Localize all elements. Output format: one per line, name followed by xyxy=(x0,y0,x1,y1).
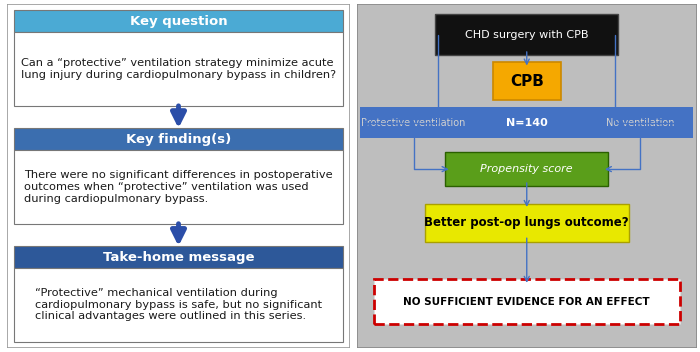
FancyBboxPatch shape xyxy=(14,246,343,268)
Text: NO SUFFICIENT EVIDENCE FOR AN EFFECT: NO SUFFICIENT EVIDENCE FOR AN EFFECT xyxy=(403,297,650,307)
Text: “Protective” mechanical ventilation during
cardiopulmonary bypass is safe, but n: “Protective” mechanical ventilation duri… xyxy=(35,288,322,321)
Text: Propensity score: Propensity score xyxy=(480,164,573,174)
FancyBboxPatch shape xyxy=(445,152,608,186)
Text: Take-home message: Take-home message xyxy=(103,251,254,264)
Text: Protective ventilation: Protective ventilation xyxy=(361,118,466,127)
FancyBboxPatch shape xyxy=(14,32,343,106)
Text: CPB: CPB xyxy=(510,74,544,89)
Text: N=140: N=140 xyxy=(506,118,547,127)
Text: Key finding(s): Key finding(s) xyxy=(126,133,231,146)
Text: There were no significant differences in postoperative
outcomes when “protective: There were no significant differences in… xyxy=(25,170,332,203)
FancyBboxPatch shape xyxy=(493,62,561,100)
FancyBboxPatch shape xyxy=(14,268,343,341)
FancyBboxPatch shape xyxy=(14,128,343,150)
FancyBboxPatch shape xyxy=(14,150,343,224)
FancyBboxPatch shape xyxy=(14,11,343,32)
Text: Can a “protective” ventilation strategy minimize acute
lung injury during cardio: Can a “protective” ventilation strategy … xyxy=(21,58,336,80)
FancyBboxPatch shape xyxy=(374,279,680,324)
Text: CHD surgery with CPB: CHD surgery with CPB xyxy=(465,30,589,39)
FancyBboxPatch shape xyxy=(425,203,629,241)
Text: Better post-op lungs outcome?: Better post-op lungs outcome? xyxy=(424,216,629,229)
Text: Key question: Key question xyxy=(130,15,228,28)
FancyBboxPatch shape xyxy=(435,14,618,55)
FancyBboxPatch shape xyxy=(357,4,696,348)
Text: No ventilation: No ventilation xyxy=(606,118,674,127)
FancyBboxPatch shape xyxy=(360,107,693,138)
FancyBboxPatch shape xyxy=(7,4,350,348)
